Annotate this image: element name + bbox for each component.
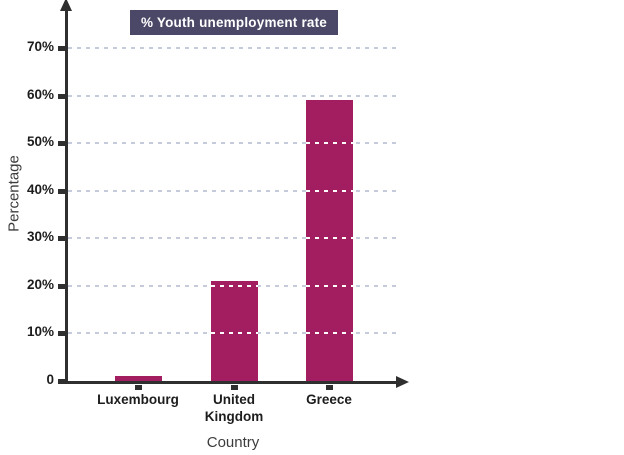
- bar-gridline-overlay: [305, 284, 353, 287]
- y-tick-20: [58, 283, 65, 289]
- gridline-70: [68, 47, 400, 49]
- x-axis: [65, 381, 399, 384]
- x-tick-0: [134, 385, 142, 390]
- y-tick-30: [58, 236, 65, 242]
- bar-gridline-overlay: [305, 142, 353, 145]
- y-tick-70: [58, 46, 65, 51]
- legend-title: % Youth unemployment rate: [140, 15, 328, 30]
- x-tick-2: [325, 385, 333, 390]
- y-tick-label-60: 60%: [26, 86, 54, 102]
- gridline-50: [68, 142, 400, 145]
- y-tick-label-70: 70%: [26, 39, 54, 54]
- gridline-30: [68, 237, 400, 240]
- x-tick-label-0: Luxembourg: [97, 392, 179, 407]
- y-tick-label-20: 20%: [26, 276, 54, 292]
- x-tick-label-1: United Kingdom: [204, 392, 264, 424]
- y-tick-label-10: 10%: [26, 324, 54, 340]
- y-tick-label-30: 30%: [26, 229, 54, 245]
- bar-gridline-overlay: [305, 332, 353, 335]
- bar-luxembourg: [114, 376, 162, 381]
- bar-gridline-overlay: [210, 332, 258, 335]
- y-axis: [65, 8, 68, 384]
- x-tick-label-2: Greece: [306, 392, 352, 407]
- y-tick-label-40: 40%: [26, 181, 54, 197]
- y-axis-title: Percentage: [5, 155, 23, 232]
- y-tick-50: [58, 141, 65, 147]
- x-tick-1: [230, 385, 238, 390]
- y-axis-arrow-icon: [60, 0, 72, 11]
- bar-gridline-overlay: [305, 189, 353, 192]
- x-axis-title: Country: [206, 434, 260, 451]
- y-tick-10: [58, 331, 65, 337]
- y-tick-0: [58, 379, 65, 384]
- y-tick-60: [58, 93, 65, 99]
- bar-gridline-overlay: [305, 237, 353, 240]
- bar-united-kingdom: [210, 281, 258, 381]
- y-tick-label-0: 0: [46, 372, 54, 387]
- y-tick-label-50: 50%: [26, 134, 54, 150]
- y-tick-40: [58, 188, 65, 194]
- gridline-40: [68, 189, 400, 192]
- bar-greece: [305, 100, 353, 381]
- bar-gridline-overlay: [210, 284, 258, 287]
- gridline-60: [68, 94, 400, 97]
- x-axis-arrow-icon: [396, 376, 409, 388]
- legend-title-box: % Youth unemployment rate: [130, 10, 338, 35]
